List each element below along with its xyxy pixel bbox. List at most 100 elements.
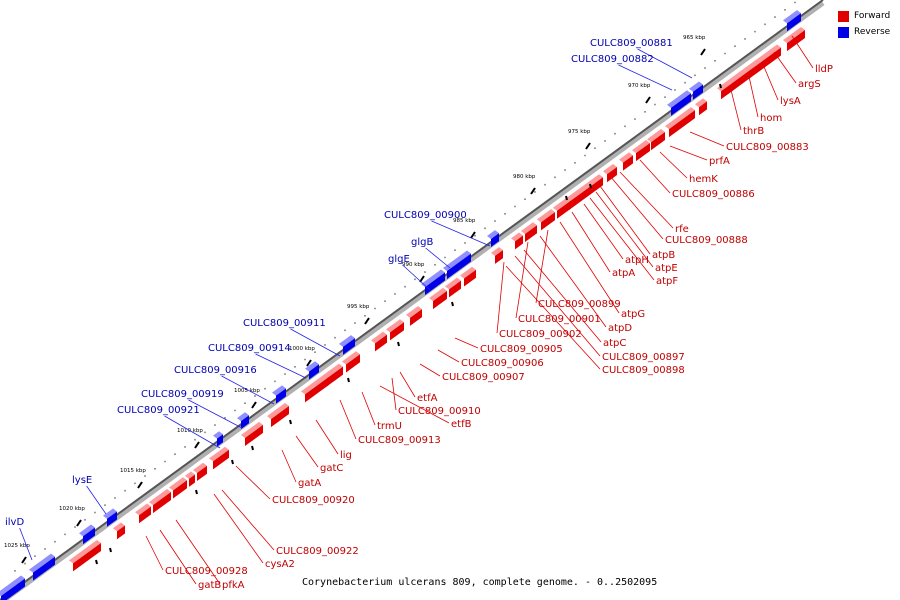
gene-face bbox=[169, 477, 187, 491]
forward-leader-line bbox=[571, 211, 611, 273]
reverse-leader-line bbox=[618, 64, 673, 91]
forward-gene-block bbox=[665, 107, 695, 138]
forward-gene-label: CULC809_00920 bbox=[272, 495, 355, 506]
strand-marker bbox=[589, 183, 592, 189]
forward-gene-label: CULC809_00928 bbox=[165, 566, 248, 577]
forward-gene-label: gatA bbox=[298, 478, 321, 489]
forward-gene-block bbox=[491, 247, 503, 264]
forward-leader-line bbox=[159, 529, 197, 585]
forward-gene-label: trmU bbox=[377, 421, 402, 432]
forward-leader-line bbox=[235, 465, 271, 500]
forward-gene-label: gatC bbox=[320, 463, 343, 474]
gene-face bbox=[460, 266, 476, 279]
strand-marker bbox=[451, 301, 454, 307]
gene-face bbox=[327, 366, 343, 387]
gene-face bbox=[237, 412, 249, 422]
gene-face bbox=[421, 269, 445, 288]
forward-gene-block bbox=[371, 331, 387, 352]
gene-face bbox=[525, 225, 537, 243]
forward-gene-block bbox=[169, 477, 187, 499]
reverse-gene-block bbox=[783, 10, 801, 32]
gene-face bbox=[343, 338, 355, 355]
forward-swatch bbox=[838, 10, 849, 22]
forward-gene-block bbox=[717, 80, 731, 100]
scale-tick-label: 995 kbp bbox=[347, 304, 370, 310]
gene-face bbox=[83, 527, 95, 545]
scale-tick-label: 1015 kbp bbox=[120, 468, 146, 474]
scale-tick-mark bbox=[137, 481, 143, 489]
gene-face bbox=[271, 405, 289, 428]
forward-gene-label: CULC809_00922 bbox=[276, 546, 359, 557]
gene-face bbox=[386, 319, 404, 333]
forward-gene-block bbox=[193, 462, 207, 482]
gene-face bbox=[406, 306, 422, 318]
gene-face bbox=[29, 553, 55, 573]
forward-leader-line bbox=[419, 363, 441, 377]
gene-face bbox=[390, 322, 404, 341]
gene-face bbox=[305, 376, 329, 403]
gene-face bbox=[173, 480, 187, 499]
strand-marker bbox=[719, 83, 722, 89]
forward-gene-block bbox=[429, 287, 447, 310]
scale-tick-mark bbox=[306, 359, 312, 367]
gene-face bbox=[323, 363, 343, 379]
forward-gene-label: CULC809_00899 bbox=[538, 299, 621, 310]
forward-gene-label: CULC809_00897 bbox=[602, 352, 685, 363]
gene-face bbox=[375, 334, 387, 352]
scale-tick-label: 1025 kbp bbox=[4, 543, 30, 549]
forward-gene-block bbox=[386, 319, 404, 341]
gene-face bbox=[342, 351, 360, 365]
gene-face bbox=[665, 107, 695, 130]
gene-face bbox=[647, 129, 665, 143]
legend-forward-label: Forward bbox=[854, 11, 891, 21]
forward-gene-label: atpE bbox=[655, 263, 678, 274]
forward-leader-line bbox=[361, 391, 376, 426]
gene-face bbox=[241, 421, 263, 439]
forward-leader-line bbox=[589, 197, 655, 281]
reverse-gene-block bbox=[689, 81, 703, 100]
gene-face bbox=[491, 247, 503, 256]
gene-face bbox=[429, 287, 447, 302]
gene-face bbox=[189, 474, 195, 487]
gene-face bbox=[103, 508, 117, 519]
gene-face bbox=[1, 582, 19, 600]
forward-gene-label: CULC809_00905 bbox=[480, 344, 563, 355]
forward-gene-block bbox=[267, 402, 289, 428]
scale-tick-label: 975 kbp bbox=[568, 129, 591, 135]
forward-gene-block bbox=[695, 98, 707, 116]
forward-leader-line bbox=[729, 85, 742, 131]
reverse-gene-label: CULC809_00881 bbox=[590, 38, 673, 49]
reverse-leader-line bbox=[86, 485, 107, 515]
gene-face bbox=[623, 155, 633, 171]
forward-leader-line bbox=[619, 171, 674, 229]
forward-gene-label: argS bbox=[798, 79, 821, 90]
gene-face bbox=[135, 503, 151, 516]
scale-tick-mark bbox=[530, 187, 536, 195]
legend: Forward Reverse bbox=[838, 8, 890, 40]
forward-leader-line bbox=[791, 35, 814, 69]
forward-gene-block bbox=[241, 421, 263, 447]
forward-gene-block bbox=[783, 27, 805, 52]
forward-leader-line bbox=[639, 159, 671, 194]
reverse-gene-block bbox=[29, 553, 55, 581]
forward-gene-block bbox=[445, 277, 461, 298]
forward-leader-line bbox=[514, 255, 601, 357]
reverse-leader-line bbox=[637, 48, 693, 79]
gene-face bbox=[689, 81, 703, 92]
forward-gene-label: atpH bbox=[625, 255, 649, 266]
scale-tick-label: 990 kbp bbox=[402, 262, 425, 268]
forward-gene-label: CULC809_00888 bbox=[665, 235, 748, 246]
forward-leader-line bbox=[315, 419, 339, 455]
strand-marker bbox=[397, 341, 400, 347]
forward-gene-label: rfe bbox=[675, 224, 689, 235]
gene-face bbox=[301, 373, 329, 395]
gene-face bbox=[569, 185, 591, 210]
genome-caption: Corynebacterium ulcerans 809, complete g… bbox=[302, 577, 658, 588]
forward-gene-block bbox=[511, 232, 523, 250]
forward-gene-block bbox=[647, 129, 665, 151]
gene-face bbox=[495, 250, 503, 264]
forward-gene-block bbox=[113, 522, 125, 540]
forward-leader-line bbox=[145, 535, 164, 571]
strand-marker bbox=[347, 377, 350, 383]
reverse-leader-line bbox=[221, 375, 275, 405]
